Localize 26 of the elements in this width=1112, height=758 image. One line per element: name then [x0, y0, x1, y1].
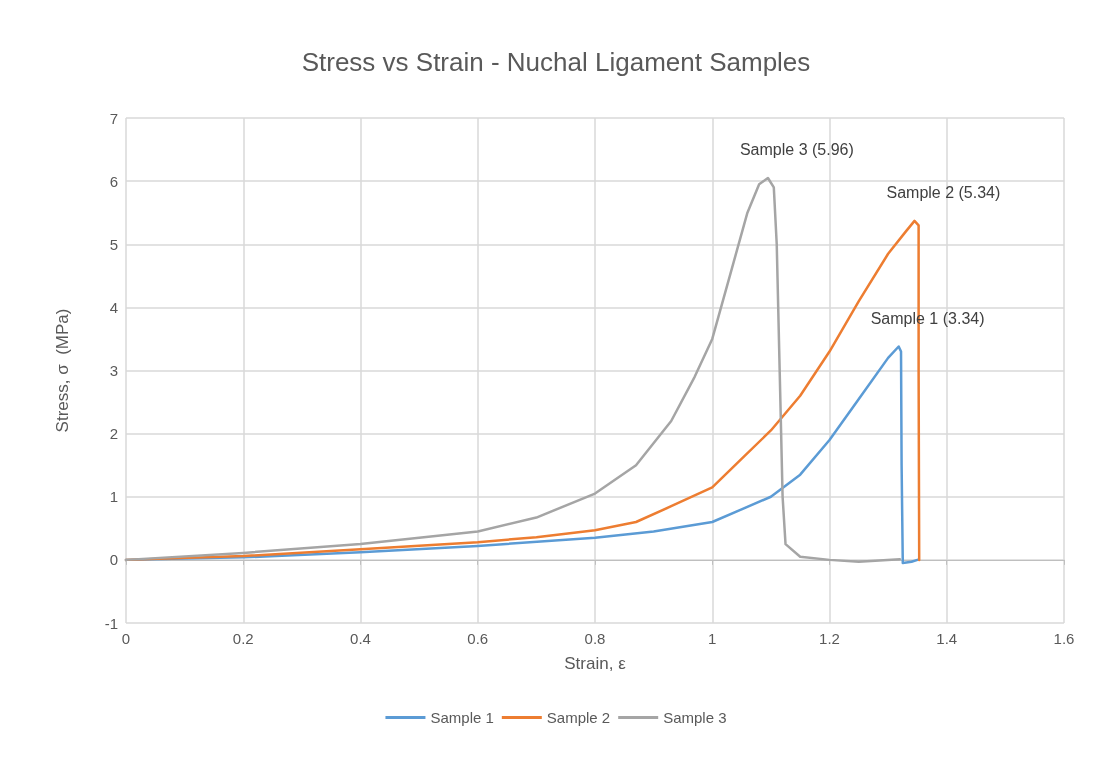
x-axis-title: Strain, ε [564, 654, 627, 673]
legend-label: Sample 3 [663, 709, 727, 726]
y-tick-label: 7 [109, 109, 118, 127]
annotation: Sample 3 (5.96) [739, 141, 854, 159]
y-tick-label: 1 [109, 488, 118, 506]
x-tick-label: 1 [708, 630, 717, 647]
y-tick-label: 3 [109, 362, 118, 379]
y-tick-label: 2 [109, 425, 118, 443]
legend-label: Sample 2 [546, 709, 611, 726]
y-tick-label: 4 [109, 298, 118, 316]
legend-label: Sample 1 [430, 709, 494, 726]
annotation: Sample 2 (5.34) [886, 184, 1001, 202]
x-tick-label: 1.6 [1053, 630, 1075, 647]
x-tick-label: 0.2 [232, 630, 254, 647]
x-tick-label: 1.2 [819, 630, 840, 647]
x-tick-label: 1.4 [936, 630, 958, 647]
x-tick-label: 0.8 [584, 630, 606, 647]
y-axis-title: Stress, σ (MPa) [53, 308, 72, 433]
y-tick-label: 0 [109, 551, 118, 569]
y-tick-label: 6 [109, 172, 118, 190]
y-tick-label: -1 [104, 614, 118, 632]
x-tick-label: 0.6 [467, 630, 489, 647]
y-tick-label: 5 [109, 235, 118, 253]
x-tick-label: 0 [121, 630, 131, 647]
x-tick-label: 0.4 [350, 630, 371, 647]
chart-title: Stress vs Strain - Nuchal Ligament Samples [301, 47, 811, 77]
